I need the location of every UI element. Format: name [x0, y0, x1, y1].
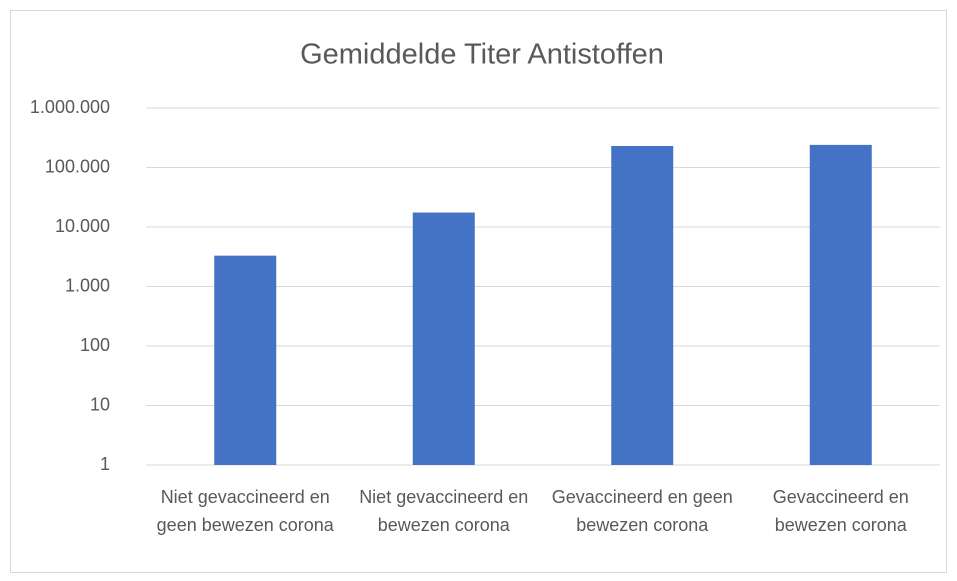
- y-tick-label: 100: [80, 335, 110, 355]
- y-tick-label: 10.000: [55, 216, 110, 236]
- y-tick-label: 1.000.000: [30, 97, 110, 117]
- bar: [412, 212, 475, 465]
- bar: [214, 255, 277, 465]
- x-tick-label: Gevaccineerd en geen bewezen corona: [551, 487, 733, 535]
- bar: [809, 144, 872, 465]
- y-tick-label: 1: [100, 454, 110, 474]
- bar: [611, 145, 674, 466]
- x-tick-label: Niet gevaccineerd en bewezen corona: [359, 487, 529, 535]
- x-tick-label: Niet gevaccineerd en geen bewezen corona: [156, 487, 334, 535]
- chart-title: Gemiddelde Titer Antistoffen: [300, 39, 664, 71]
- y-tick-label: 100.000: [45, 156, 110, 176]
- y-tick-label: 1.000: [65, 275, 110, 295]
- y-tick-label: 10: [90, 394, 110, 414]
- x-tick-label: Gevaccineerd en bewezen corona: [772, 487, 909, 535]
- chart-border: [10, 10, 947, 573]
